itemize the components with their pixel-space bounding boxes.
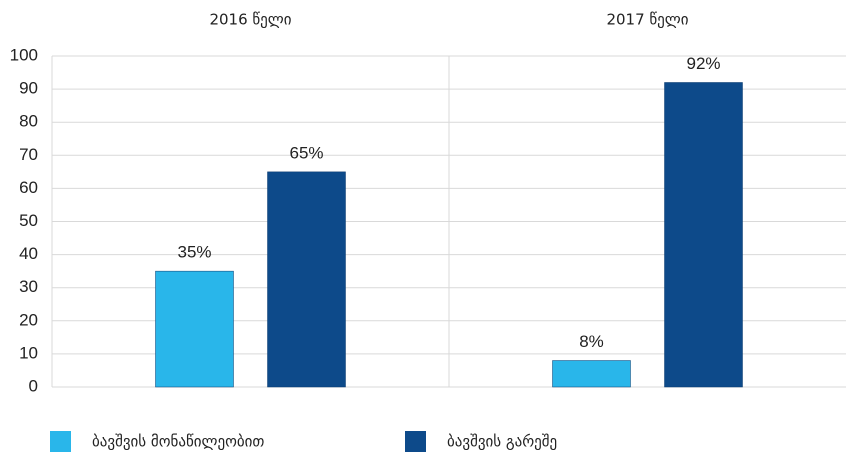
- bar: [267, 171, 346, 388]
- y-tick-label: 80: [19, 112, 38, 131]
- y-tick-label: 60: [19, 178, 38, 197]
- y-tick-label: 30: [19, 277, 38, 296]
- legend-swatch: [50, 431, 71, 452]
- y-tick-label: 10: [19, 343, 38, 362]
- category-label: 2017 წელი: [606, 11, 688, 29]
- value-label: 8%: [579, 332, 604, 351]
- category-label: 2016 წელი: [209, 11, 291, 29]
- y-tick-label: 40: [19, 244, 38, 263]
- value-label: 65%: [289, 143, 323, 162]
- bar: [155, 270, 234, 388]
- value-label: 92%: [686, 54, 720, 73]
- y-tick-label: 90: [19, 79, 38, 98]
- y-tick-label: 100: [10, 45, 38, 64]
- value-label: 35%: [177, 243, 211, 262]
- bar: [552, 360, 631, 388]
- bar: [664, 82, 743, 388]
- y-tick-label: 20: [19, 310, 38, 329]
- y-tick-label: 50: [19, 211, 38, 230]
- legend-label: ბავშვის გარეშე: [447, 433, 557, 451]
- y-tick-label: 70: [19, 145, 38, 164]
- y-tick-label: 0: [29, 376, 38, 395]
- legend-label: ბავშვის მონაწილეობით: [92, 433, 264, 451]
- legend-swatch: [405, 431, 426, 452]
